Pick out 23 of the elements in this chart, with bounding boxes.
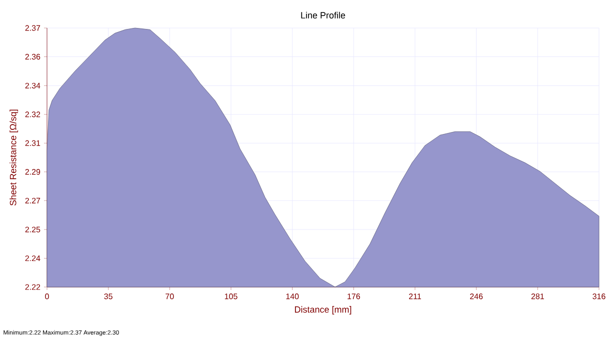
x-tick-label: 70 [166, 294, 174, 300]
y-tick-label: 2.37 [25, 25, 40, 31]
y-tick-label: 2.27 [25, 198, 40, 204]
y-tick-label: 2.22 [25, 284, 40, 290]
y-axis-title: Sheet Resistance [Ω/sq] [10, 110, 18, 206]
x-tick-label: 176 [348, 294, 360, 300]
y-tick-label: 2.32 [25, 112, 40, 118]
x-axis-title: Distance [mm] [294, 306, 352, 314]
x-tick-label: 246 [470, 294, 483, 300]
x-tick-label: 0 [45, 294, 49, 300]
x-tick-label: 316 [592, 294, 606, 300]
x-tick-label: 140 [286, 294, 299, 300]
y-tick-label: 2.29 [25, 169, 40, 175]
x-tick-label: 281 [531, 294, 544, 300]
y-tick-label: 2.36 [25, 54, 40, 60]
x-tick-label: 211 [409, 294, 421, 300]
y-tick-label: 2.34 [25, 82, 40, 88]
x-tick-label: 35 [104, 294, 112, 300]
x-tick-label: 105 [224, 294, 238, 300]
y-tick-label: 2.24 [25, 255, 40, 262]
y-tick-label: 2.31 [25, 140, 40, 146]
chart-title: Line Profile [301, 12, 346, 18]
y-tick-label: 2.25 [25, 226, 40, 232]
